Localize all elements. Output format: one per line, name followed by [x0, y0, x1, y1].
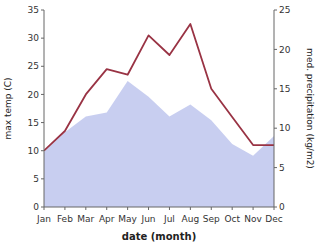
- y-tick: [41, 38, 44, 39]
- plot-area: [44, 24, 274, 207]
- x-tick: [127, 207, 128, 210]
- x-tick-label: Apr: [99, 214, 115, 224]
- precipitation-area: [44, 81, 274, 207]
- y-tick: [41, 10, 44, 11]
- x-tick: [64, 207, 65, 210]
- x-tick: [190, 207, 191, 210]
- x-tick-label: Mar: [77, 214, 94, 224]
- y-tick: [41, 66, 44, 67]
- x-tick-label: Aug: [182, 214, 200, 224]
- y2-tick: [274, 167, 277, 168]
- x-tick-label: May: [118, 214, 137, 224]
- y-tick: [41, 207, 44, 208]
- chart-container: Jan Feb Mar AprMay Jun Jul AugSep Oct NovDec 0 5 10…: [0, 0, 318, 247]
- x-tick-label: Oct: [224, 214, 240, 224]
- y2-tick: [274, 207, 277, 208]
- x-tick: [85, 207, 86, 210]
- chart: Jan Feb Mar AprMay Jun Jul AugSep Oct NovDec 0 5 10…: [0, 0, 318, 247]
- x-tick: [211, 207, 212, 210]
- x-axis-line: [44, 207, 274, 208]
- y-axis-label: max temp (C): [3, 77, 13, 139]
- x-tick-label: Jul: [163, 214, 175, 224]
- y2-tick: [274, 88, 277, 89]
- y-tick-label: 5: [33, 174, 39, 184]
- y-tick-label: 30: [28, 33, 40, 43]
- y-tick-label: 10: [28, 146, 40, 156]
- x-tick: [169, 207, 170, 210]
- y2-tick: [274, 10, 277, 11]
- x-tick-label: Jan: [36, 214, 51, 224]
- y-tick: [41, 94, 44, 95]
- y2-axis-label: med. precipitation (kg/m2): [305, 48, 315, 169]
- y-tick-label: 20: [28, 90, 40, 100]
- x-tick-label: Dec: [265, 214, 282, 224]
- y2-tick-label: 0: [279, 202, 285, 212]
- x-tick-label: Jun: [141, 214, 156, 224]
- y-tick-label: 0: [33, 202, 39, 212]
- temperature-line: [44, 24, 274, 151]
- y-tick: [41, 150, 44, 151]
- y-tick-label: 15: [28, 118, 39, 128]
- x-tick-label: Sep: [203, 214, 220, 224]
- y2-tick-label: 20: [279, 45, 291, 55]
- y-tick: [41, 178, 44, 179]
- y-tick-label: 35: [28, 5, 39, 15]
- y2-tick: [274, 128, 277, 129]
- x-tick-label: Nov: [244, 214, 262, 224]
- y-tick-label: 25: [28, 61, 39, 71]
- x-tick-label: Feb: [57, 214, 73, 224]
- y2-tick-label: 15: [279, 84, 290, 94]
- y2-axis-line: [274, 10, 275, 207]
- x-axis-label: date (month): [122, 231, 196, 242]
- x-tick: [253, 207, 254, 210]
- x-tick: [148, 207, 149, 210]
- x-tick: [106, 207, 107, 210]
- y2-tick-label: 5: [279, 163, 285, 173]
- y-tick: [41, 122, 44, 123]
- y-axis-line: [44, 10, 45, 207]
- y2-tick-label: 10: [279, 123, 291, 133]
- x-tick: [232, 207, 233, 210]
- y2-tick-label: 25: [279, 5, 290, 15]
- y2-tick: [274, 49, 277, 50]
